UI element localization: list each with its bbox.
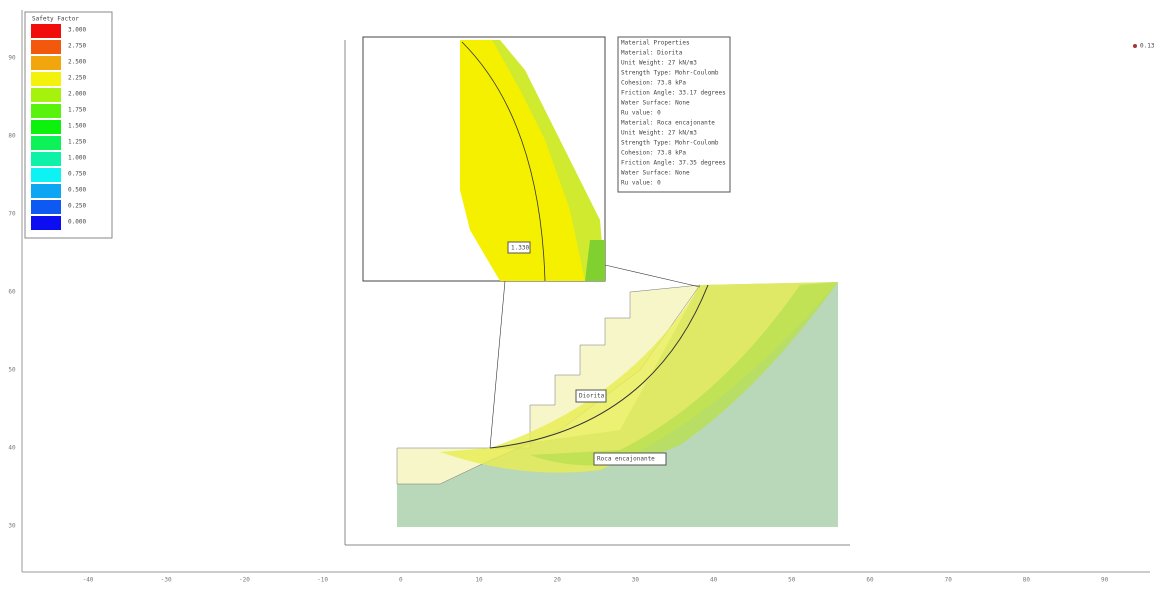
legend-swatch <box>31 152 61 166</box>
legend-swatch <box>31 88 61 102</box>
property-line: Friction Angle: 37.35 degrees <box>621 160 726 167</box>
x-tick-label: 50 <box>788 577 796 584</box>
legend-value: 1.250 <box>68 139 86 146</box>
x-tick-label: 0 <box>399 577 403 584</box>
property-line: Strength Type: Mohr-Coulomb <box>621 140 719 147</box>
legend-swatch <box>31 184 61 198</box>
x-tick-label: 10 <box>475 577 483 584</box>
legend-swatch <box>31 56 61 70</box>
legend-value: 0.000 <box>68 219 86 226</box>
legend-swatch <box>31 40 61 54</box>
x-tick-label: 40 <box>710 577 718 584</box>
x-tick-label: -20 <box>239 577 250 584</box>
property-line: Material: Roca encajonante <box>621 120 715 127</box>
legend-value: 2.500 <box>68 59 86 66</box>
y-tick-label: 50 <box>8 367 16 374</box>
property-line: Strength Type: Mohr-Coulomb <box>621 70 719 77</box>
y-tick-label: 90 <box>8 55 16 62</box>
fs-label: 1.330 <box>511 245 529 252</box>
property-line: Unit Weight: 27 kN/m3 <box>621 130 697 137</box>
legend-value: 0.500 <box>68 187 86 194</box>
property-line: Water Surface: None <box>621 100 690 107</box>
legend-swatch <box>31 216 61 230</box>
x-tick-label: -40 <box>83 577 94 584</box>
x-tick-label: 30 <box>632 577 640 584</box>
x-tick-label: -10 <box>317 577 328 584</box>
property-line: Unit Weight: 27 kN/m3 <box>621 60 697 67</box>
material-label: Roca encajonante <box>597 456 655 463</box>
marker <box>1133 44 1137 48</box>
property-line: Material Properties <box>621 40 690 47</box>
legend-value: 2.750 <box>68 43 86 50</box>
x-tick-label: 70 <box>945 577 953 584</box>
slide-window: Safety Factor 3.000 2.750 2.500 2.250 2.000 1… <box>0 0 1163 586</box>
y-tick-label: 70 <box>8 211 16 218</box>
legend: Safety Factor 3.000 2.750 2.500 2.250 2.000 1… <box>25 12 112 238</box>
x-tick-label: 60 <box>866 577 874 584</box>
material-label: Diorita <box>579 393 605 400</box>
legend-title: Safety Factor <box>32 16 79 23</box>
legend-value: 2.000 <box>68 91 86 98</box>
property-line: Ru value: 0 <box>621 180 661 187</box>
property-line: Ru value: 0 <box>621 110 661 117</box>
y-tick-label: 80 <box>8 133 16 140</box>
legend-value: 0.250 <box>68 203 86 210</box>
legend-swatch <box>31 24 61 38</box>
x-tick-label: 80 <box>1023 577 1031 584</box>
legend-swatch <box>31 136 61 150</box>
legend-value: 1.750 <box>68 107 86 114</box>
legend-value: 3.000 <box>68 27 86 34</box>
corner-label: 0.13 <box>1140 43 1155 50</box>
legend-swatch <box>31 104 61 118</box>
property-line: Friction Angle: 33.17 degrees <box>621 90 726 97</box>
legend-value: 2.250 <box>68 75 86 82</box>
legend-swatch <box>31 200 61 214</box>
legend-swatch <box>31 72 61 86</box>
legend-value: 1.500 <box>68 123 86 130</box>
legend-value: 1.000 <box>68 155 86 162</box>
x-tick-label: 20 <box>554 577 562 584</box>
property-line: Water Surface: None <box>621 170 690 177</box>
x-tick-label: -30 <box>161 577 172 584</box>
property-line: Cohesion: 73.8 kPa <box>621 150 686 157</box>
legend-value: 0.750 <box>68 171 86 178</box>
property-line: Material: Diorita <box>621 50 683 57</box>
y-tick-label: 60 <box>8 289 16 296</box>
y-tick-label: 30 <box>8 523 16 530</box>
legend-swatch <box>31 168 61 182</box>
property-line: Cohesion: 73.8 kPa <box>621 80 686 87</box>
y-tick-label: 40 <box>8 445 16 452</box>
x-tick-label: 90 <box>1101 577 1109 584</box>
legend-swatch <box>31 120 61 134</box>
